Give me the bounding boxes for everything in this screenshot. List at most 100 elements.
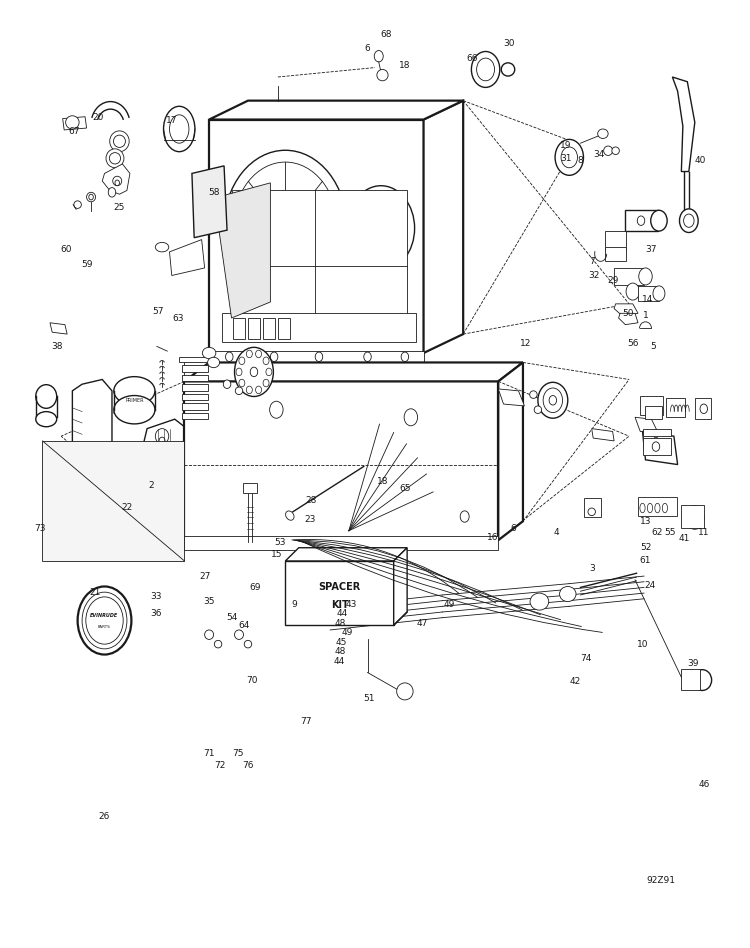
Ellipse shape [113, 136, 125, 148]
Ellipse shape [561, 147, 578, 168]
Text: 66: 66 [466, 54, 478, 63]
Ellipse shape [271, 210, 300, 247]
Ellipse shape [164, 449, 175, 461]
Polygon shape [184, 381, 498, 540]
Ellipse shape [271, 459, 280, 470]
Ellipse shape [530, 391, 537, 398]
Ellipse shape [314, 393, 322, 405]
Polygon shape [498, 362, 523, 540]
Ellipse shape [238, 357, 244, 365]
Ellipse shape [114, 376, 155, 405]
Ellipse shape [662, 503, 668, 513]
Text: 5: 5 [650, 342, 656, 351]
Ellipse shape [651, 210, 668, 231]
Text: 44: 44 [334, 657, 345, 665]
Bar [222, 313, 416, 341]
Polygon shape [142, 419, 190, 469]
Text: 74: 74 [580, 654, 592, 663]
Ellipse shape [233, 162, 338, 295]
Text: 34: 34 [593, 150, 604, 159]
Ellipse shape [112, 176, 122, 186]
Text: 1: 1 [643, 311, 648, 319]
Text: 16: 16 [488, 533, 499, 542]
Polygon shape [211, 351, 424, 362]
Bar [182, 412, 209, 419]
Text: 6: 6 [364, 45, 370, 53]
Text: 54: 54 [226, 613, 237, 622]
Bar [584, 498, 601, 517]
Ellipse shape [202, 347, 216, 358]
Bar [640, 396, 663, 415]
Ellipse shape [271, 352, 278, 361]
Polygon shape [214, 183, 271, 318]
Ellipse shape [246, 350, 252, 357]
Ellipse shape [647, 503, 652, 513]
Ellipse shape [397, 683, 413, 700]
Ellipse shape [374, 50, 383, 62]
Ellipse shape [114, 395, 155, 424]
Ellipse shape [273, 439, 280, 448]
Ellipse shape [214, 640, 222, 647]
Ellipse shape [205, 630, 214, 639]
Polygon shape [192, 166, 227, 238]
Text: 56: 56 [627, 339, 638, 348]
Ellipse shape [66, 116, 79, 129]
Ellipse shape [155, 428, 169, 444]
Polygon shape [50, 322, 68, 334]
Text: 36: 36 [150, 610, 162, 618]
Text: 49: 49 [444, 600, 455, 609]
Ellipse shape [270, 401, 283, 418]
Text: 28: 28 [306, 496, 317, 505]
Ellipse shape [86, 192, 95, 202]
Bar [694, 398, 711, 419]
Text: 23: 23 [304, 515, 316, 524]
Polygon shape [63, 117, 86, 130]
Polygon shape [619, 313, 638, 324]
Bar [278, 318, 290, 338]
Text: 18: 18 [376, 477, 388, 486]
Ellipse shape [460, 511, 470, 522]
Bar [681, 505, 703, 528]
Text: SPACER: SPACER [319, 582, 361, 592]
Ellipse shape [86, 597, 123, 644]
Text: 39: 39 [687, 659, 698, 667]
Ellipse shape [271, 425, 280, 436]
Ellipse shape [638, 216, 645, 226]
Text: 49: 49 [342, 629, 353, 637]
Ellipse shape [263, 379, 269, 387]
Text: 92Z91: 92Z91 [646, 876, 675, 884]
Polygon shape [643, 431, 678, 465]
Text: 13: 13 [640, 517, 651, 526]
Ellipse shape [170, 115, 189, 143]
Ellipse shape [654, 437, 658, 443]
Ellipse shape [315, 352, 322, 361]
Bar [625, 210, 658, 231]
Text: 61: 61 [640, 556, 651, 565]
Bar [605, 247, 626, 262]
Ellipse shape [598, 129, 608, 138]
Text: 40: 40 [694, 155, 706, 165]
Text: EVINRUDE: EVINRUDE [91, 613, 118, 618]
Text: 8: 8 [578, 155, 584, 165]
Ellipse shape [108, 188, 116, 197]
Ellipse shape [364, 352, 371, 361]
Text: 4: 4 [554, 528, 560, 538]
Ellipse shape [62, 484, 118, 543]
Text: 41: 41 [679, 534, 690, 543]
Text: 46: 46 [698, 779, 709, 789]
Text: 50: 50 [622, 309, 633, 318]
Polygon shape [673, 77, 694, 172]
Text: 57: 57 [152, 307, 164, 316]
Ellipse shape [88, 194, 93, 200]
Text: 24: 24 [644, 581, 656, 590]
Ellipse shape [115, 180, 119, 186]
Polygon shape [285, 548, 407, 561]
Polygon shape [102, 164, 130, 194]
Ellipse shape [476, 58, 494, 81]
Ellipse shape [287, 399, 296, 410]
Polygon shape [498, 389, 524, 406]
Ellipse shape [398, 440, 410, 455]
Text: 37: 37 [646, 245, 657, 253]
Polygon shape [394, 548, 407, 626]
Ellipse shape [110, 131, 129, 152]
